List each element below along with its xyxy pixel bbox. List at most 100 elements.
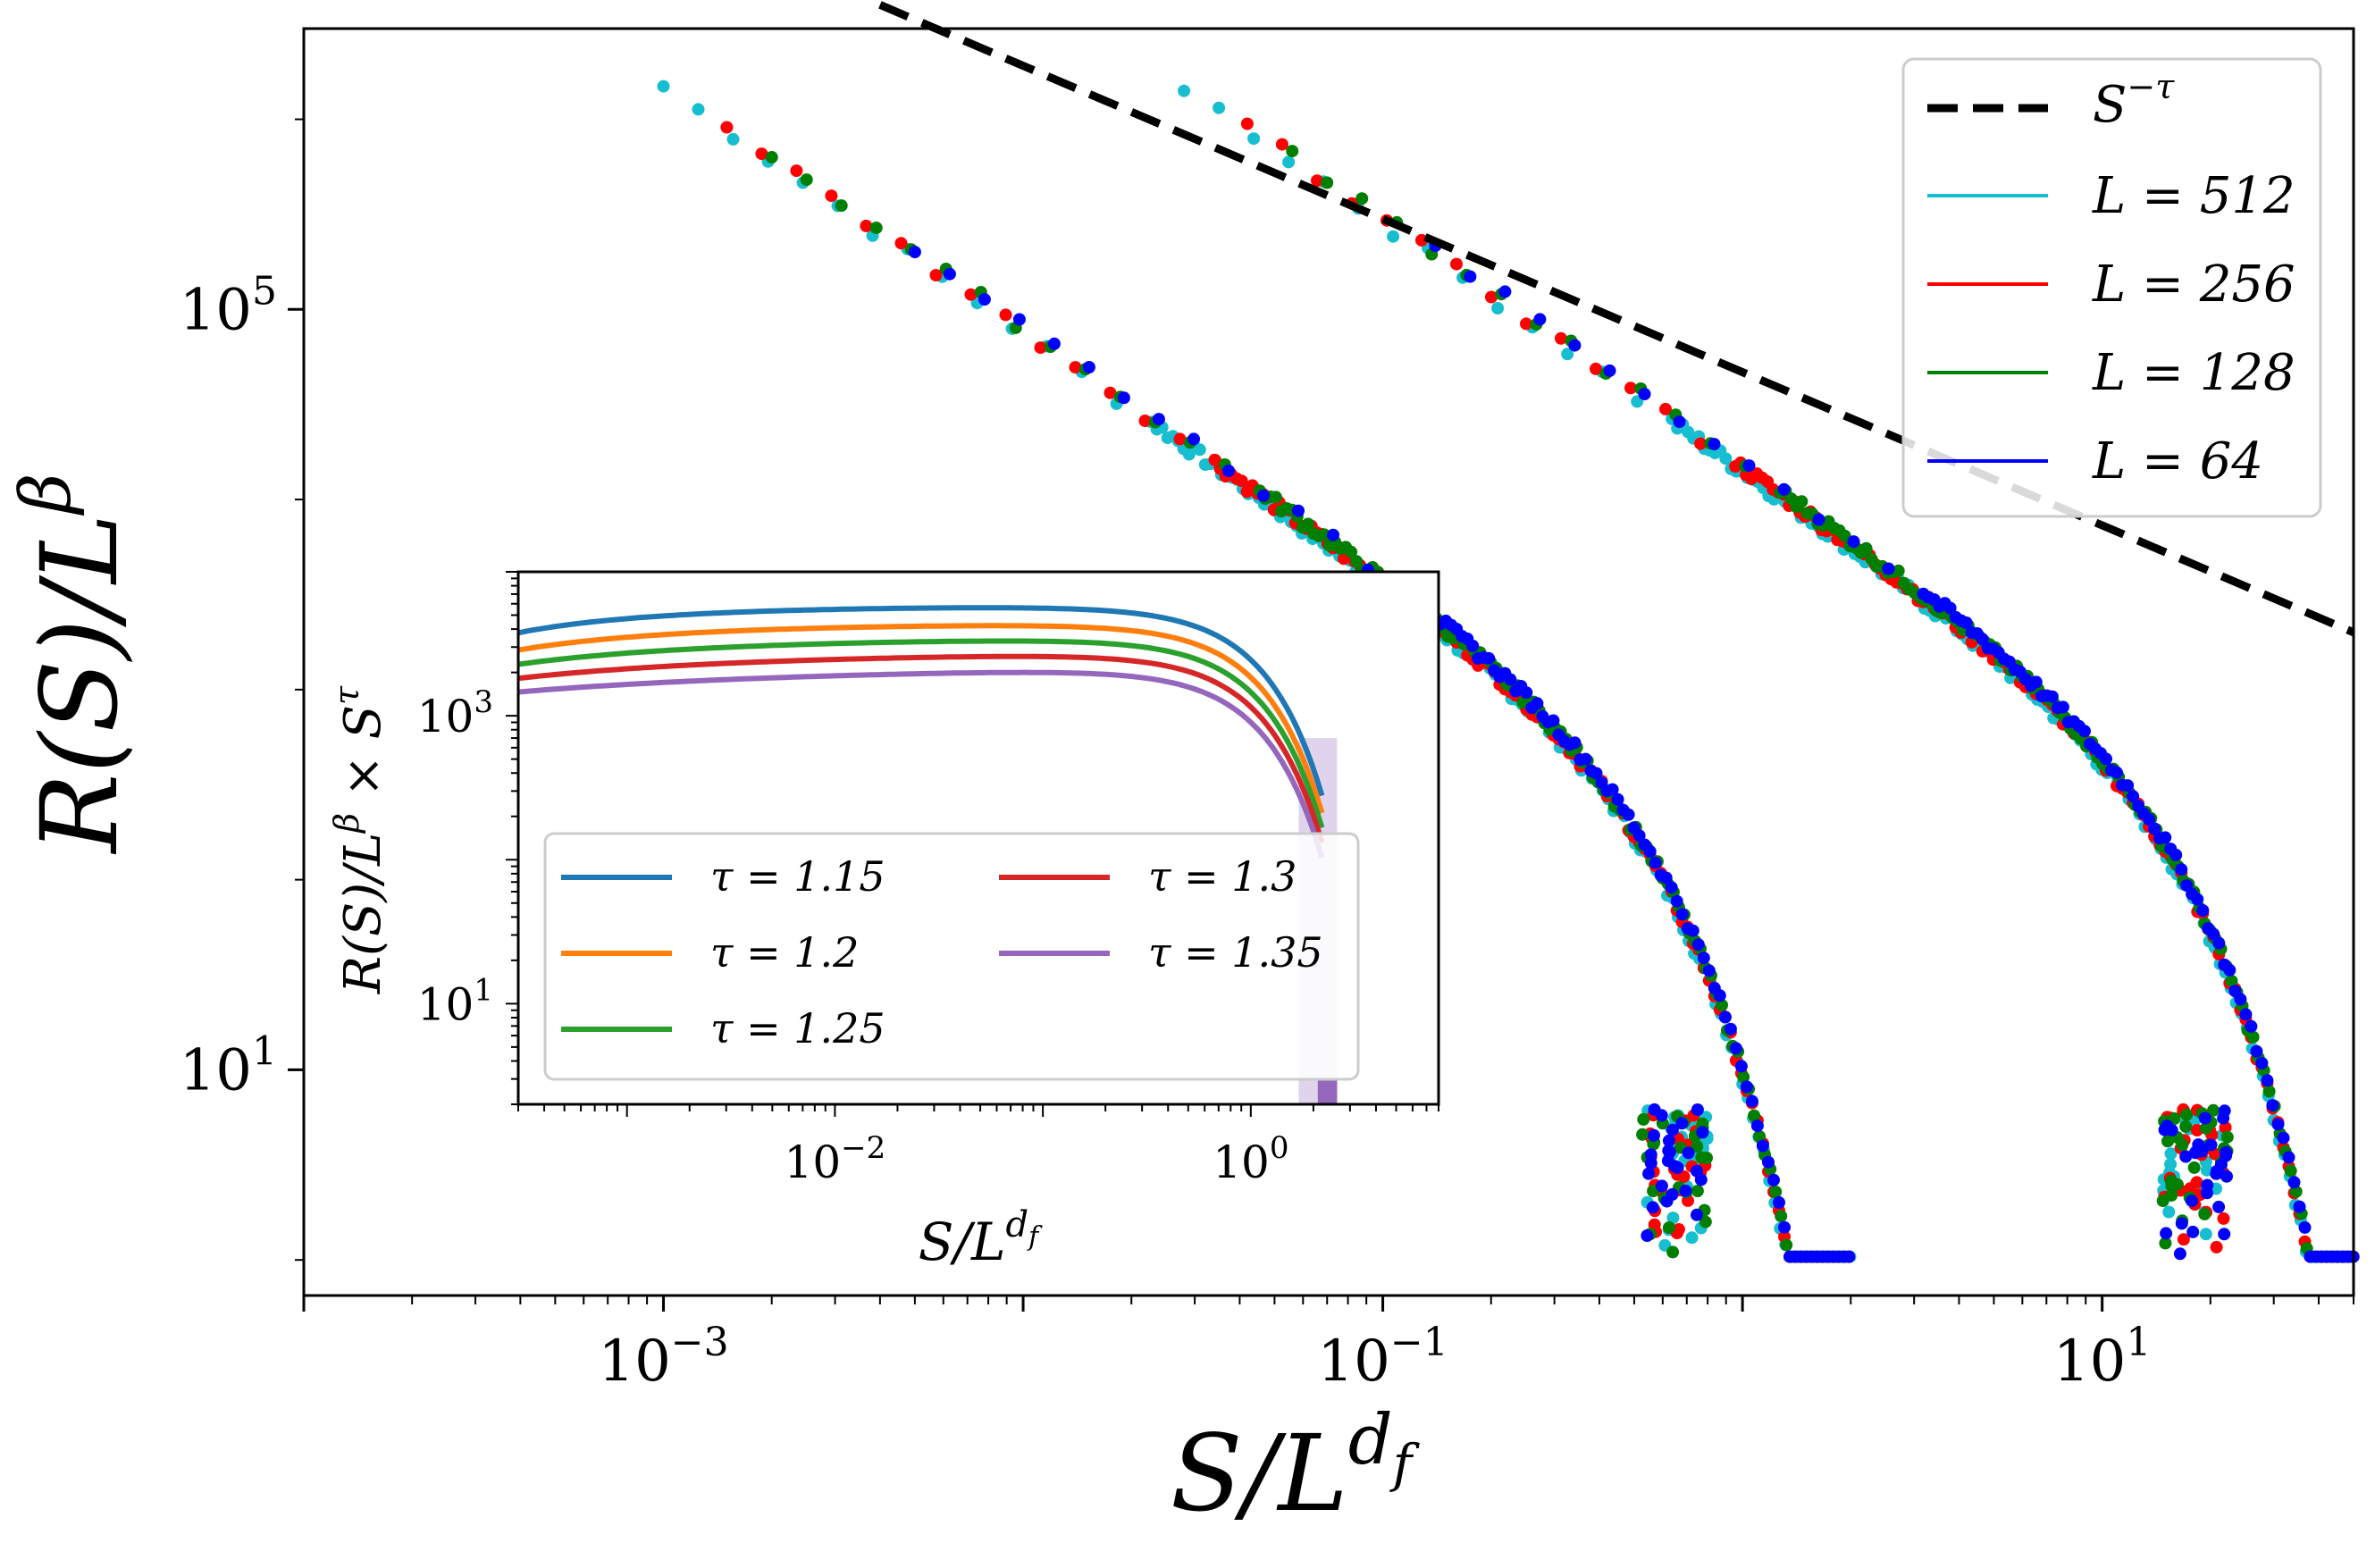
data-point (1498, 285, 1512, 298)
data-point (1117, 391, 1130, 405)
main-x-tick-label: 101 (2053, 1320, 2151, 1395)
data-point (2261, 1074, 2274, 1087)
data-point (1673, 415, 1686, 429)
data-point (1665, 881, 1678, 894)
data-point (1719, 452, 1733, 465)
data-point (1178, 84, 1191, 97)
data-point (2225, 975, 2238, 987)
inset-tail-block (1317, 1078, 1338, 1104)
data-point (1642, 1167, 1656, 1180)
data-point (1636, 1128, 1649, 1141)
data-point (1696, 1126, 1709, 1139)
data-point (1208, 453, 1221, 466)
data-point (1622, 808, 1635, 821)
data-point (1531, 697, 1544, 710)
data-point (2289, 1185, 2303, 1198)
legend-label-l64: L = 64 (2092, 432, 2263, 491)
inset-x-tick-label: 10−2 (785, 1130, 886, 1188)
data-point (1235, 474, 1248, 488)
data-point (1104, 386, 1117, 399)
data-point (2045, 690, 2059, 703)
data-point (1682, 1146, 1695, 1160)
data-point (1742, 459, 1756, 473)
inset-x-axis-ticks: 10−2 100 (517, 1104, 1439, 1188)
data-point (1318, 528, 1330, 541)
data-point (1773, 1195, 1785, 1209)
data-point (1648, 1218, 1661, 1231)
data-point (1666, 1123, 1679, 1136)
data-point (2282, 1151, 2295, 1164)
data-point (860, 219, 873, 232)
data-point (894, 237, 908, 250)
data-point (1464, 270, 1477, 283)
data-point (1282, 155, 1296, 169)
data-point (825, 189, 838, 203)
data-point (964, 288, 978, 301)
data-point (1269, 491, 1282, 504)
data-point (2111, 766, 2123, 779)
data-point (1756, 1139, 1769, 1153)
data-point (1691, 1164, 1703, 1178)
data-point (1579, 752, 1592, 766)
data-point (1520, 317, 1532, 331)
data-point (2223, 963, 2237, 977)
legend-label-l256: L = 256 (2092, 256, 2295, 314)
data-point (2246, 1030, 2260, 1044)
data-point (2210, 1240, 2223, 1254)
data-point (2186, 1225, 2200, 1238)
data-point (2287, 1176, 2301, 1189)
data-point (2250, 1044, 2263, 1058)
data-point (1685, 1231, 1699, 1245)
data-point (1713, 989, 1726, 1002)
data-point (1767, 1173, 1780, 1186)
data-point (1606, 783, 1619, 796)
data-point (1702, 964, 1716, 977)
data-point (1345, 545, 1358, 558)
data-point (1193, 443, 1206, 457)
data-point (2165, 1123, 2178, 1136)
data-point (2271, 1118, 2285, 1131)
data-point (2234, 993, 2247, 1006)
data-point (1762, 1155, 1775, 1169)
data-point (1780, 1238, 1793, 1252)
data-point (790, 164, 803, 178)
legend-label-l512: L = 512 (2092, 167, 2295, 225)
data-point (2164, 1147, 2178, 1161)
data-point (1842, 1250, 1856, 1263)
data-point (1034, 341, 1047, 355)
data-point (2170, 1178, 2184, 1191)
data-point (657, 80, 670, 93)
data-point (2175, 863, 2188, 876)
data-point (1082, 361, 1095, 373)
inset-y-tick-label: 103 (417, 684, 493, 742)
main-x-axis-ticks: 10−3 10−1 101 (302, 1295, 2354, 1395)
inset-legend-label-tau-135: τ = 1.35 (1148, 928, 1323, 977)
data-point (2298, 1220, 2312, 1234)
data-point (1700, 1152, 1713, 1164)
data-point (1745, 1094, 1758, 1108)
main-y-tick-label: 105 (180, 268, 277, 343)
data-point (1724, 1022, 1737, 1036)
data-point (2121, 779, 2135, 792)
main-y-axis-title: R(S)/Lβ (6, 474, 141, 855)
data-point (1960, 616, 1973, 629)
data-point (1666, 1212, 1680, 1225)
legend-label-l128: L = 128 (2092, 344, 2295, 402)
data-point (1694, 437, 1708, 450)
data-point (1750, 1119, 1764, 1133)
data-point (2078, 725, 2091, 738)
data-point (1753, 1130, 1767, 1143)
data-point (2127, 790, 2140, 803)
inset-legend-box (543, 832, 1360, 1081)
data-point (869, 222, 883, 234)
main-data-layer (657, 80, 2360, 1263)
data-point (2169, 848, 2183, 861)
inset-line-tau-125 (517, 638, 1325, 829)
data-point (2175, 1217, 2188, 1230)
data-point (978, 293, 991, 306)
data-point (1533, 313, 1547, 326)
data-point (1240, 117, 1254, 130)
data-point (1699, 1215, 1712, 1228)
data-point (1415, 233, 1428, 247)
